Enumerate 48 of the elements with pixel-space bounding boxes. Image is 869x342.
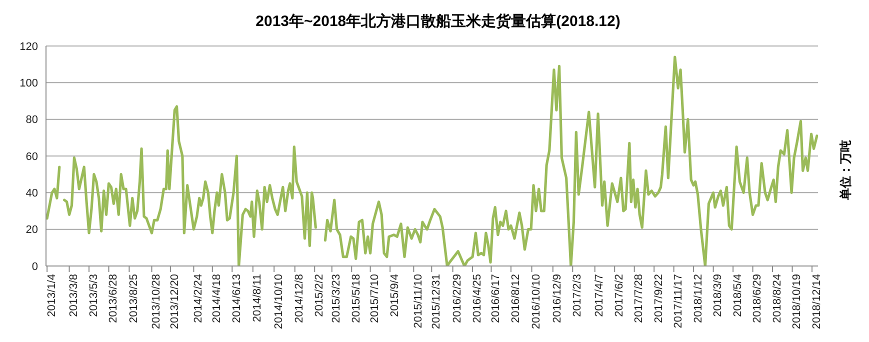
x-tick-label: 2013/12/20 <box>169 274 182 330</box>
x-tick-label: 2017/6/2 <box>613 274 626 317</box>
y-tick-label: 60 <box>26 150 38 163</box>
x-tick-label: 2015/2/2 <box>313 274 326 317</box>
x-tick-label: 2015/9/4 <box>388 274 401 317</box>
x-tick-label: 2016/4/25 <box>471 274 484 323</box>
x-tick-label: 2016/6/17 <box>490 274 502 323</box>
chart-title: 2013年~2018年北方港口散船玉米走货量估算(2018.12) <box>254 12 622 31</box>
x-tick-label: 2014/12/8 <box>294 274 306 323</box>
x-tick-label: 2015/5/18 <box>350 274 362 323</box>
x-tick-label: 2014/6/13 <box>230 274 243 323</box>
x-tick-label: 2018/6/29 <box>752 274 764 323</box>
x-tick-label: 2018/8/24 <box>771 274 784 323</box>
x-tick-label: 2014/4/18 <box>211 274 224 323</box>
y-tick-label: 20 <box>26 224 38 236</box>
x-tick-label: 2017/11/17 <box>672 274 685 328</box>
y-tick-label: 100 <box>20 78 38 90</box>
x-tick-label: 2013/5/3 <box>88 274 100 317</box>
y-tick-label: 120 <box>20 40 38 53</box>
x-tick-label: 2013/6/28 <box>108 274 120 323</box>
x-tick-label: 2017/4/7 <box>594 274 606 317</box>
x-tick-label: 2017/2/3 <box>571 274 584 317</box>
x-tick-label: 2014/10/10 <box>272 274 285 330</box>
x-tick-label: 2013/3/8 <box>68 274 80 317</box>
x-tick-label: 2016/10/10 <box>530 274 543 330</box>
x-tick-label: 2013/10/28 <box>150 274 163 330</box>
x-tick-label: 2015/3/23 <box>330 274 343 323</box>
x-tick-label: 2016/8/12 <box>510 274 522 323</box>
x-tick-label: 2018/3/9 <box>712 274 724 317</box>
x-tick-label: 2018/10/19 <box>791 274 804 330</box>
x-tick-label: 2017/9/22 <box>652 274 665 323</box>
x-tick-label: 2018/12/14 <box>810 274 823 330</box>
x-tick-label: 2018/5/4 <box>732 274 744 317</box>
y-tick-label: 0 <box>32 260 38 273</box>
x-tick-label: 2014/2/24 <box>192 274 205 323</box>
x-tick-label: 2015/7/10 <box>369 274 382 323</box>
x-tick-label: 2016/12/9 <box>552 274 564 323</box>
x-tick-label: 2013/1/4 <box>46 274 58 317</box>
y-tick-label: 80 <box>26 114 38 126</box>
y-tick-label: 40 <box>26 188 38 200</box>
x-tick-label: 2013/8/25 <box>128 274 140 323</box>
x-tick-label: 2016/2/29 <box>452 274 464 323</box>
y-axis-title: 单位：万吨 <box>838 140 854 200</box>
x-tick-label: 2018/1/12 <box>692 274 704 323</box>
x-tick-label: 2017/7/28 <box>633 274 646 323</box>
x-tick-label: 2014/8/11 <box>252 274 264 322</box>
x-tick-label: 2015/11/10 <box>412 274 424 328</box>
x-tick-label: 2015/12/31 <box>430 274 442 330</box>
